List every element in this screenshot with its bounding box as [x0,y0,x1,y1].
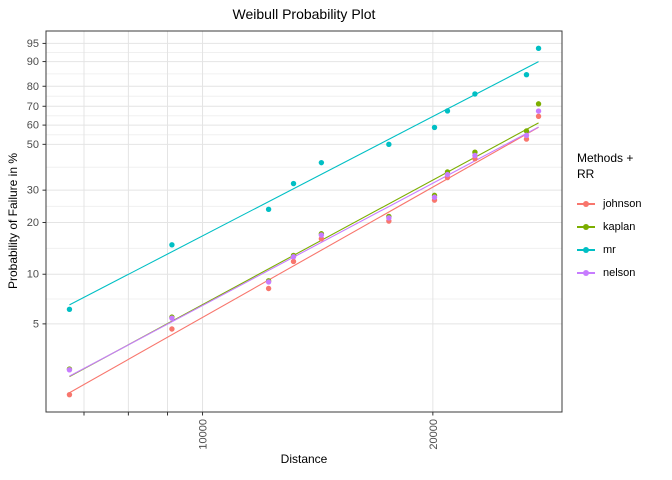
data-point-nelson [523,132,530,139]
y-tick-label: 80 [27,81,39,93]
data-point-mr [444,108,451,114]
data-point-mr [523,72,530,78]
y-tick-label: 10 [27,269,39,281]
legend-title: Methods + RR [577,151,634,181]
data-point-nelson [265,279,272,285]
legend-label: johnson [603,197,642,210]
legend-key-icon [577,264,595,282]
fit-line-mr [69,61,539,306]
x-axis-title: Distance [280,452,328,466]
legend-item-mr: mr [577,238,642,261]
legend-key-icon [577,241,595,259]
fit-line-johnson [69,126,539,394]
data-point-kaplan [535,101,542,107]
plot-panel-border [45,30,563,413]
data-point-nelson [431,194,438,200]
data-point-nelson [318,232,325,238]
data-point-mr [535,45,542,52]
data-point-kaplan [523,128,530,134]
plot-panel-background [46,31,562,412]
legend-item-nelson: nelson [577,261,642,284]
data-point-johnson [535,113,542,119]
data-point-mr [169,242,175,248]
data-point-nelson [169,315,175,321]
legend-key-icon [577,218,595,236]
data-point-mr [290,180,297,187]
data-point-johnson [169,326,175,332]
data-point-mr [66,306,73,312]
plot-title: Weibull Probability Plot [232,6,376,22]
legend-items: johnson kaplan mr nelson [577,192,642,284]
y-tick-label: 5 [33,318,39,330]
legend-label: nelson [603,266,636,279]
data-point-nelson [290,254,297,260]
data-point-nelson [386,215,392,221]
legend-item-kaplan: kaplan [577,215,642,238]
data-point-johnson [265,285,272,292]
x-tick-label: 20000 [428,419,440,450]
data-point-johnson [290,258,297,265]
data-point-nelson [472,152,478,159]
legend-label: kaplan [603,220,636,233]
legend-key-icon [577,195,595,213]
data-point-mr [431,124,438,131]
data-point-johnson [66,391,73,398]
y-tick-label: 90 [27,56,39,68]
legend-item-johnson: johnson [577,192,642,215]
data-point-mr [386,141,392,148]
y-tick-label: 60 [27,120,39,132]
y-tick-label: 70 [27,101,39,113]
y-tick-label: 20 [27,217,39,229]
fit-line-nelson [69,126,539,377]
data-point-mr [265,206,272,212]
data-point-johnson [318,236,325,242]
legend: Methods + RR johnson kaplan mr nelson [577,151,642,284]
y-tick-label: 50 [27,139,39,151]
data-point-mr [472,91,478,97]
data-point-nelson [66,367,73,373]
data-point-nelson [535,108,542,114]
x-tick-label: 10000 [198,419,210,450]
data-point-nelson [444,171,451,178]
legend-label: mr [603,243,616,256]
y-tick-label: 30 [27,185,39,197]
y-tick-label: 95 [27,38,39,50]
data-point-johnson [523,136,530,142]
data-point-mr [318,159,325,166]
